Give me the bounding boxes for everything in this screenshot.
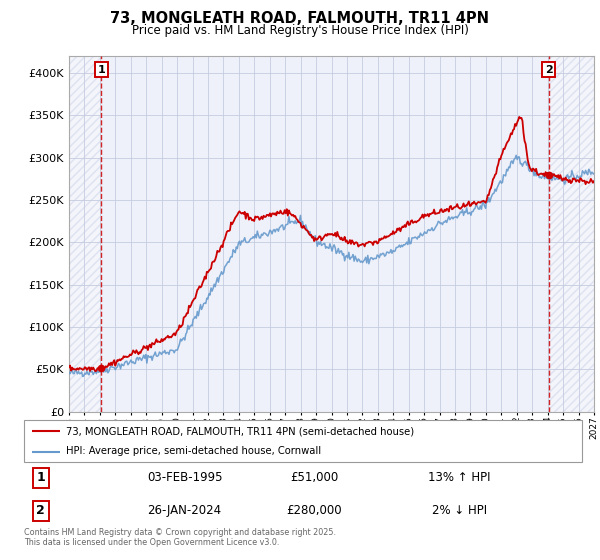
Text: 2: 2	[545, 65, 553, 75]
Bar	[549, 56, 594, 412]
Text: 73, MONGLEATH ROAD, FALMOUTH, TR11 4PN: 73, MONGLEATH ROAD, FALMOUTH, TR11 4PN	[110, 11, 490, 26]
Text: £51,000: £51,000	[290, 471, 338, 484]
Bar	[549, 56, 594, 412]
Text: 2: 2	[37, 504, 45, 517]
Text: 1: 1	[37, 471, 45, 484]
Text: 2% ↓ HPI: 2% ↓ HPI	[431, 504, 487, 517]
Text: Contains HM Land Registry data © Crown copyright and database right 2025.
This d: Contains HM Land Registry data © Crown c…	[24, 528, 336, 547]
Bar	[69, 56, 101, 412]
Text: 1: 1	[97, 65, 105, 75]
Text: 26-JAN-2024: 26-JAN-2024	[147, 504, 221, 517]
Bar	[69, 56, 101, 412]
Text: 13% ↑ HPI: 13% ↑ HPI	[428, 471, 490, 484]
FancyBboxPatch shape	[24, 420, 582, 462]
Text: 73, MONGLEATH ROAD, FALMOUTH, TR11 4PN (semi-detached house): 73, MONGLEATH ROAD, FALMOUTH, TR11 4PN (…	[66, 426, 414, 436]
Text: £280,000: £280,000	[286, 504, 342, 517]
Text: 03-FEB-1995: 03-FEB-1995	[147, 471, 222, 484]
Text: Price paid vs. HM Land Registry's House Price Index (HPI): Price paid vs. HM Land Registry's House …	[131, 24, 469, 37]
Text: HPI: Average price, semi-detached house, Cornwall: HPI: Average price, semi-detached house,…	[66, 446, 321, 456]
